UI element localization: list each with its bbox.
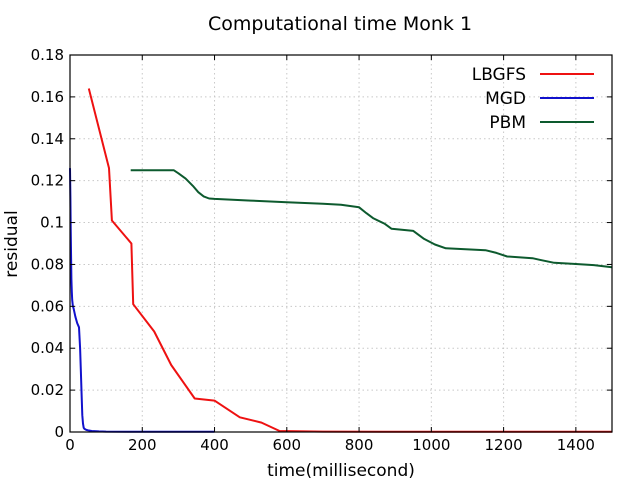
y-axis-label: residual [2, 210, 22, 277]
y-tick-label: 0.02 [31, 381, 64, 399]
ticks [69, 54, 612, 433]
y-tick-label: 0.14 [31, 130, 64, 148]
x-tick-label: 0 [65, 436, 75, 454]
y-tick-label: 0.12 [31, 172, 64, 190]
x-tick-label: 400 [200, 436, 229, 454]
y-tick-label: 0.16 [31, 88, 64, 106]
y-tick-label: 0.08 [31, 255, 64, 273]
legend-label-lbgfs: LBGFS [472, 65, 526, 85]
legend: LBGFS MGD PBM [472, 65, 594, 133]
series-group [69, 88, 613, 433]
y-tick-label: 0.06 [31, 297, 64, 315]
y-tick-label: 0.04 [31, 339, 64, 357]
x-tick-label: 600 [272, 436, 301, 454]
legend-label-pbm: PBM [489, 113, 526, 133]
y-tick-label: 0.18 [31, 46, 64, 64]
chart-title: Computational time Monk 1 [208, 13, 472, 35]
y-tick-label: 0.1 [40, 214, 64, 232]
plot-frame [69, 54, 613, 433]
x-tick-label: 200 [128, 436, 157, 454]
grid [69, 54, 612, 433]
x-tick-label: 800 [345, 436, 374, 454]
y-tick-labels: 0 0.02 0.04 0.06 0.08 0.1 0.12 0.14 0.16 0.18 [31, 46, 64, 441]
series-line-lbgfs [87, 88, 612, 433]
x-tick-labels: 0 200 400 600 800 1000 1200 1400 [65, 436, 595, 454]
x-tick-label: 1000 [412, 436, 450, 454]
legend-label-mgd: MGD [485, 89, 526, 109]
x-tick-label: 1400 [557, 436, 595, 454]
series-line-mgd [69, 168, 215, 433]
y-tick-label: 0 [54, 423, 64, 441]
series-line-pbm [130, 169, 613, 269]
x-axis-label: time(millisecond) [267, 461, 415, 480]
x-tick-label: 1200 [485, 436, 523, 454]
